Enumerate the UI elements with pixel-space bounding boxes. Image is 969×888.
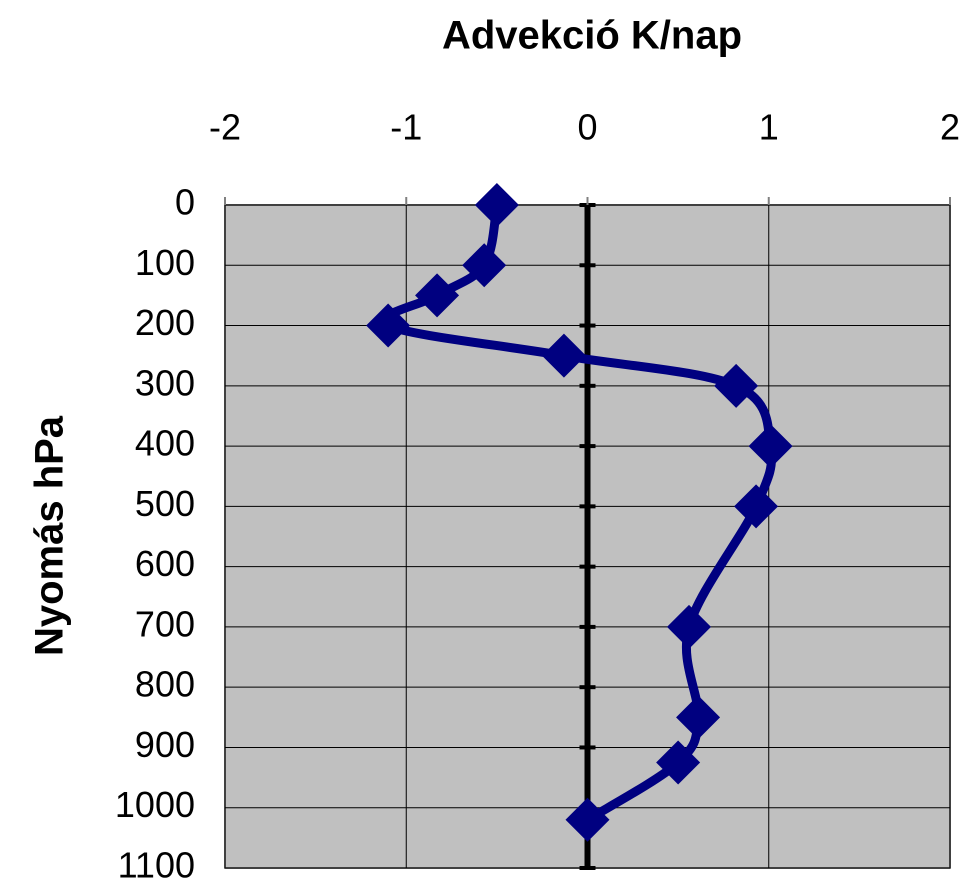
marker [474, 183, 519, 227]
y-tick-label: 700 [135, 603, 195, 644]
marker [366, 303, 411, 348]
x-tick-label: -1 [390, 107, 422, 148]
marker [676, 695, 721, 740]
x-tick-label: 1 [759, 107, 779, 148]
y-axis-title: Nyomás hPa [28, 415, 72, 656]
y-tick-label: 900 [135, 724, 195, 765]
x-tick-label: 2 [940, 107, 960, 148]
marker [415, 273, 460, 318]
marker [667, 604, 711, 649]
marker [462, 243, 507, 288]
marker [714, 363, 759, 408]
marker [656, 740, 701, 785]
marker [565, 797, 610, 842]
x-axis-title: Advekció K/nap [442, 14, 742, 58]
marker [541, 333, 586, 378]
marker [734, 484, 779, 529]
y-tick-label: 500 [135, 483, 195, 524]
y-tick-label: 0 [175, 182, 195, 223]
y-tick-label: 800 [135, 664, 195, 705]
x-tick-label: 0 [577, 107, 597, 148]
y-tick-label: 100 [135, 242, 195, 283]
y-tick-label: 300 [135, 362, 195, 403]
y-tick-label: 400 [135, 423, 195, 464]
x-tick-label: -2 [209, 107, 241, 148]
y-tick-label: 1000 [115, 784, 195, 825]
marker [748, 424, 793, 469]
y-tick-label: 200 [135, 302, 195, 343]
y-tick-label: 1100 [118, 845, 195, 886]
y-tick-label: 600 [135, 543, 195, 584]
